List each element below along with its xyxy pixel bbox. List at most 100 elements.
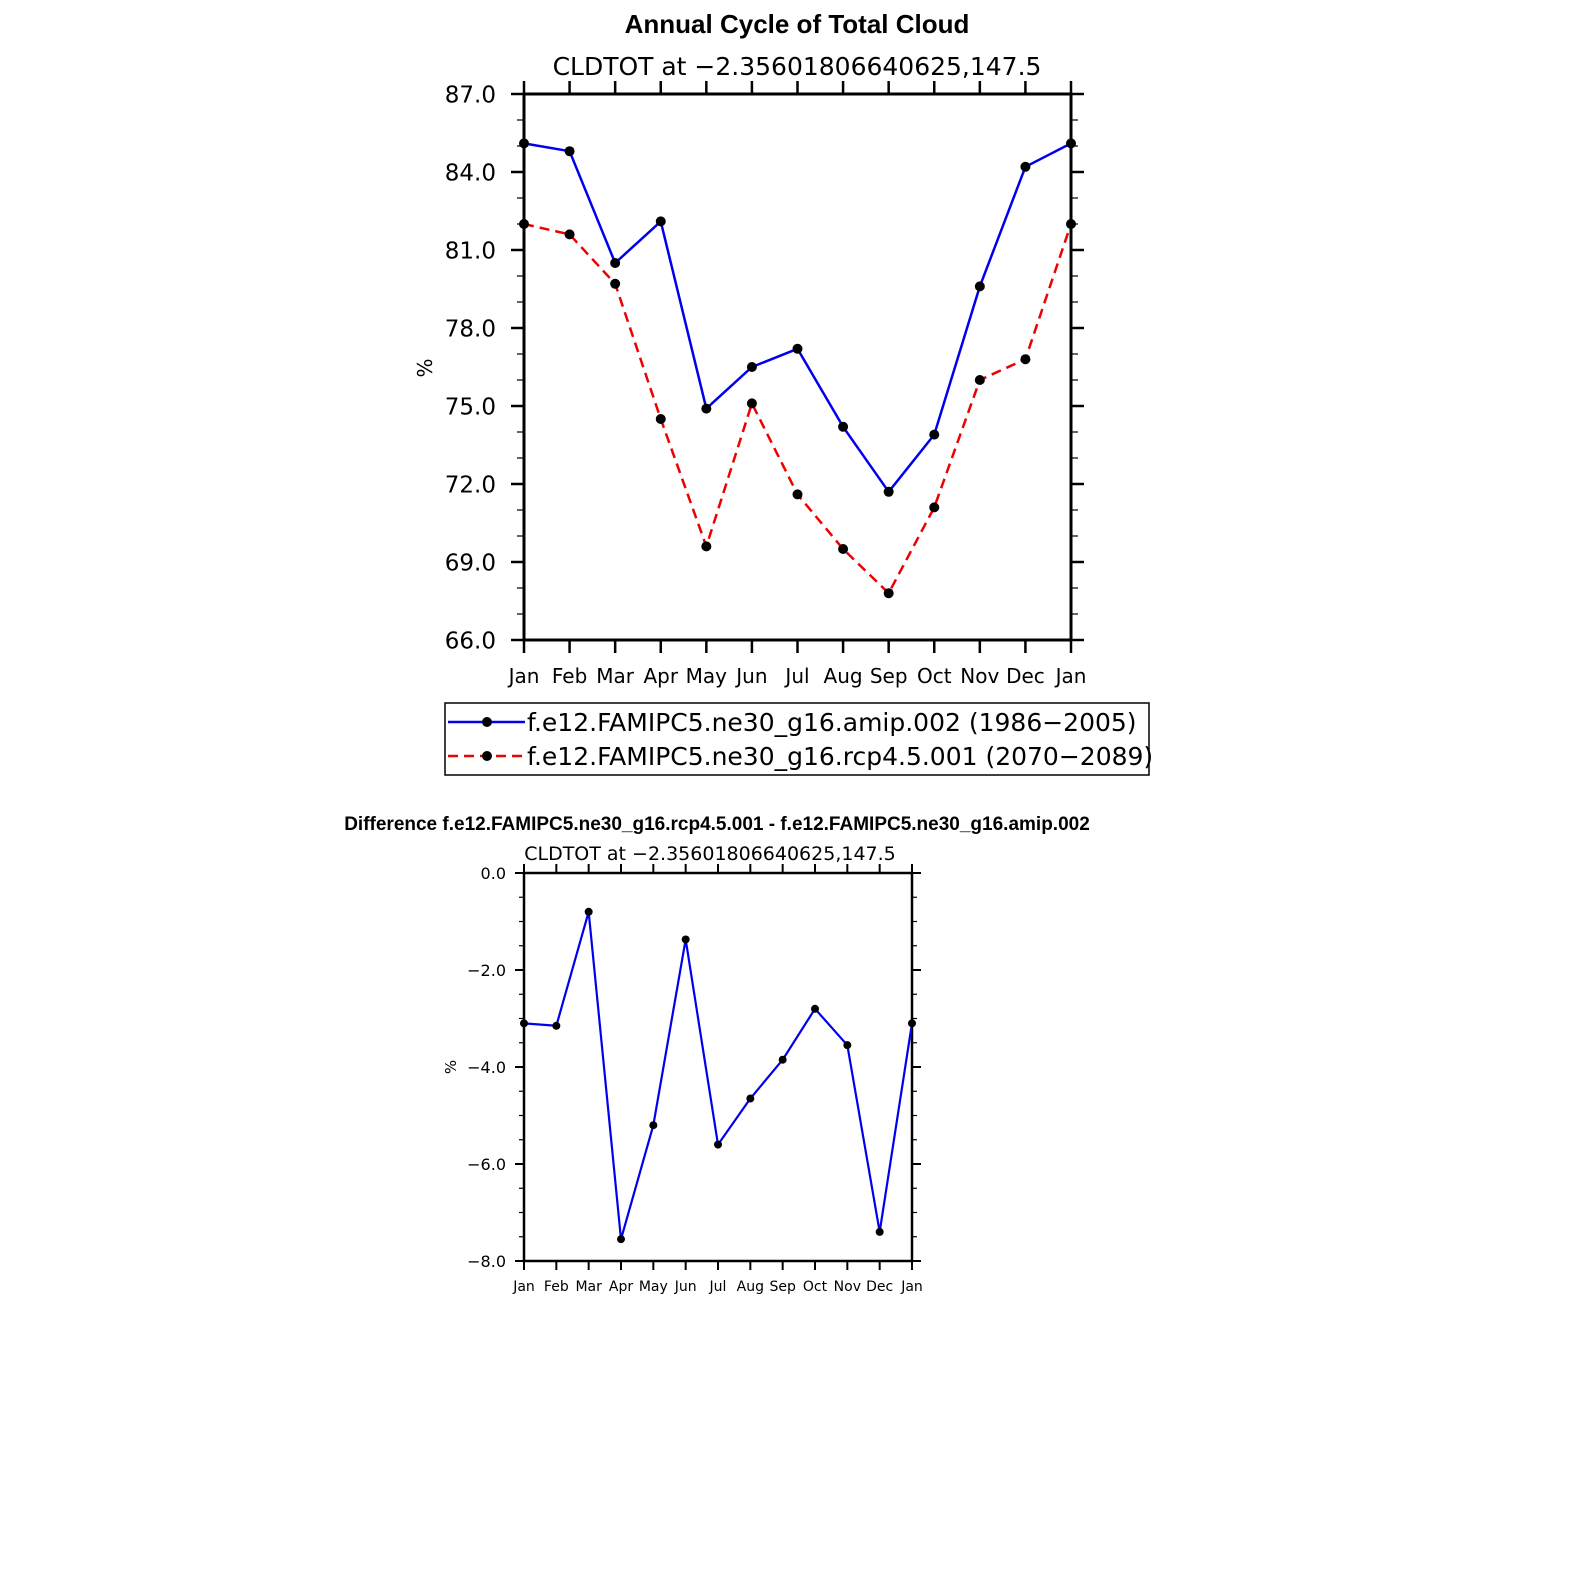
data-point <box>883 486 894 497</box>
x-tick-label: Jan <box>1054 664 1087 688</box>
data-point <box>701 403 712 414</box>
data-point <box>974 375 985 385</box>
data-point <box>552 1021 561 1030</box>
data-point <box>1066 219 1076 229</box>
data-point <box>838 544 849 554</box>
x-tick-label: May <box>686 664 728 688</box>
x-tick-label: Mar <box>575 1279 602 1295</box>
series-lines <box>519 138 1076 599</box>
data-point <box>701 541 712 552</box>
data-point <box>519 138 529 149</box>
legend-label-amip: f.e12.FAMIPC5.ne30_g16.amip.002 (1986−20… <box>527 708 1137 737</box>
series-line-2 <box>523 222 1073 595</box>
difference-chart-subtitle: CLDTOT at −2.35601806640625,147.5 <box>524 843 896 865</box>
x-tick-label: Oct <box>803 1279 828 1295</box>
x-tick-label: Feb <box>552 664 587 688</box>
x-tick-label: Jan <box>900 1279 923 1295</box>
x-tick-label: Sep <box>769 1279 796 1295</box>
data-point <box>875 1227 884 1236</box>
plot-frame <box>522 92 1073 642</box>
x-tick-label: Jul <box>783 664 809 688</box>
x-tick-label: Sep <box>870 664 908 688</box>
y-tick-label: 75.0 <box>445 394 496 420</box>
data-point <box>843 1041 852 1050</box>
data-point <box>908 1019 916 1028</box>
data-point <box>681 935 690 944</box>
data-point <box>655 414 666 424</box>
data-point <box>649 1121 658 1130</box>
legend-box <box>444 702 1150 776</box>
y-tick-label: 72.0 <box>445 472 496 498</box>
difference-series-lines <box>520 907 916 1244</box>
y-tick-label: 84.0 <box>445 160 496 186</box>
x-tick-label: Apr <box>609 1279 633 1295</box>
x-tick-label: Feb <box>544 1279 569 1295</box>
data-point <box>564 146 575 157</box>
x-tick-label: Oct <box>917 664 952 688</box>
x-tick-label: Jun <box>674 1279 697 1295</box>
data-point <box>746 398 757 409</box>
y-tick-label: 78.0 <box>445 316 496 342</box>
series-line-1 <box>523 142 1072 494</box>
y-tick-label: −8.0 <box>467 1252 506 1271</box>
data-point <box>811 1004 819 1013</box>
difference-y-axis-label: % <box>442 1060 460 1074</box>
x-tick-label: May <box>639 1279 668 1295</box>
data-point <box>610 278 621 289</box>
data-point <box>714 1140 722 1149</box>
x-tick-label: Aug <box>824 664 863 688</box>
chart-subtitle: CLDTOT at −2.35601806640625,147.5 <box>553 52 1042 81</box>
data-point <box>974 281 985 292</box>
y-axis-label: % <box>413 358 437 377</box>
data-point <box>792 343 803 354</box>
data-point <box>520 1019 528 1028</box>
x-tick-label: Dec <box>866 1279 893 1295</box>
y-tick-label: −2.0 <box>467 961 506 980</box>
data-point <box>883 588 894 599</box>
y-tick-label: 66.0 <box>445 628 496 654</box>
x-tick-label: Apr <box>643 664 678 688</box>
data-point <box>655 216 666 227</box>
data-point <box>1066 138 1076 149</box>
data-point <box>792 489 803 500</box>
y-tick-label: 0.0 <box>481 864 506 883</box>
x-tick-label: Dec <box>1006 664 1045 688</box>
legend-marker-amip <box>482 717 492 727</box>
data-point <box>519 219 529 229</box>
y-tick-label: 87.0 <box>445 82 496 108</box>
data-point <box>929 429 940 440</box>
series-line-1 <box>523 910 914 1241</box>
data-point <box>778 1055 787 1064</box>
difference-chart: Difference f.e12.FAMIPC5.ne30_g16.rcp4.5… <box>344 814 1090 1295</box>
axes: Jan Feb Mar Apr May Jun Jul Aug Sep Oct Nov Dec Jan 8… <box>445 81 1087 688</box>
legend: f.e12.FAMIPC5.ne30_g16.amip.002 (1986−20… <box>444 702 1153 776</box>
x-tick-label: Jul <box>709 1279 727 1295</box>
data-point <box>617 1235 625 1244</box>
y-tick-label: 81.0 <box>445 238 496 264</box>
data-point <box>838 421 849 432</box>
x-tick-label: Nov <box>960 664 999 688</box>
data-point <box>746 1094 755 1103</box>
x-tick-label: Jan <box>512 1279 535 1295</box>
data-point <box>929 502 940 513</box>
difference-axes: Jan Feb Mar Apr May Jun Jul Aug Sep Oct Nov Dec Jan 0… <box>467 864 923 1295</box>
x-tick-label: Jan <box>507 664 540 688</box>
legend-label-rcp: f.e12.FAMIPC5.ne30_g16.rcp4.5.001 (2070−… <box>527 742 1153 771</box>
data-point <box>610 258 621 268</box>
data-point <box>1020 161 1031 172</box>
y-tick-label: −4.0 <box>467 1058 506 1077</box>
x-tick-label: Nov <box>834 1279 861 1295</box>
legend-marker-rcp <box>482 751 492 761</box>
annual-cycle-chart: Annual Cycle of Total Cloud CLDTOT at −2… <box>413 9 1153 776</box>
data-point <box>584 907 593 916</box>
data-point <box>746 362 757 372</box>
x-tick-label: Mar <box>596 664 635 688</box>
chart-title: Annual Cycle of Total Cloud <box>625 9 970 39</box>
y-tick-label: 69.0 <box>445 550 496 576</box>
difference-chart-title: Difference f.e12.FAMIPC5.ne30_g16.rcp4.5… <box>344 814 1090 835</box>
data-point <box>1020 354 1031 365</box>
y-tick-label: −6.0 <box>467 1155 506 1174</box>
x-tick-label: Jun <box>734 664 767 688</box>
data-point <box>564 229 575 240</box>
